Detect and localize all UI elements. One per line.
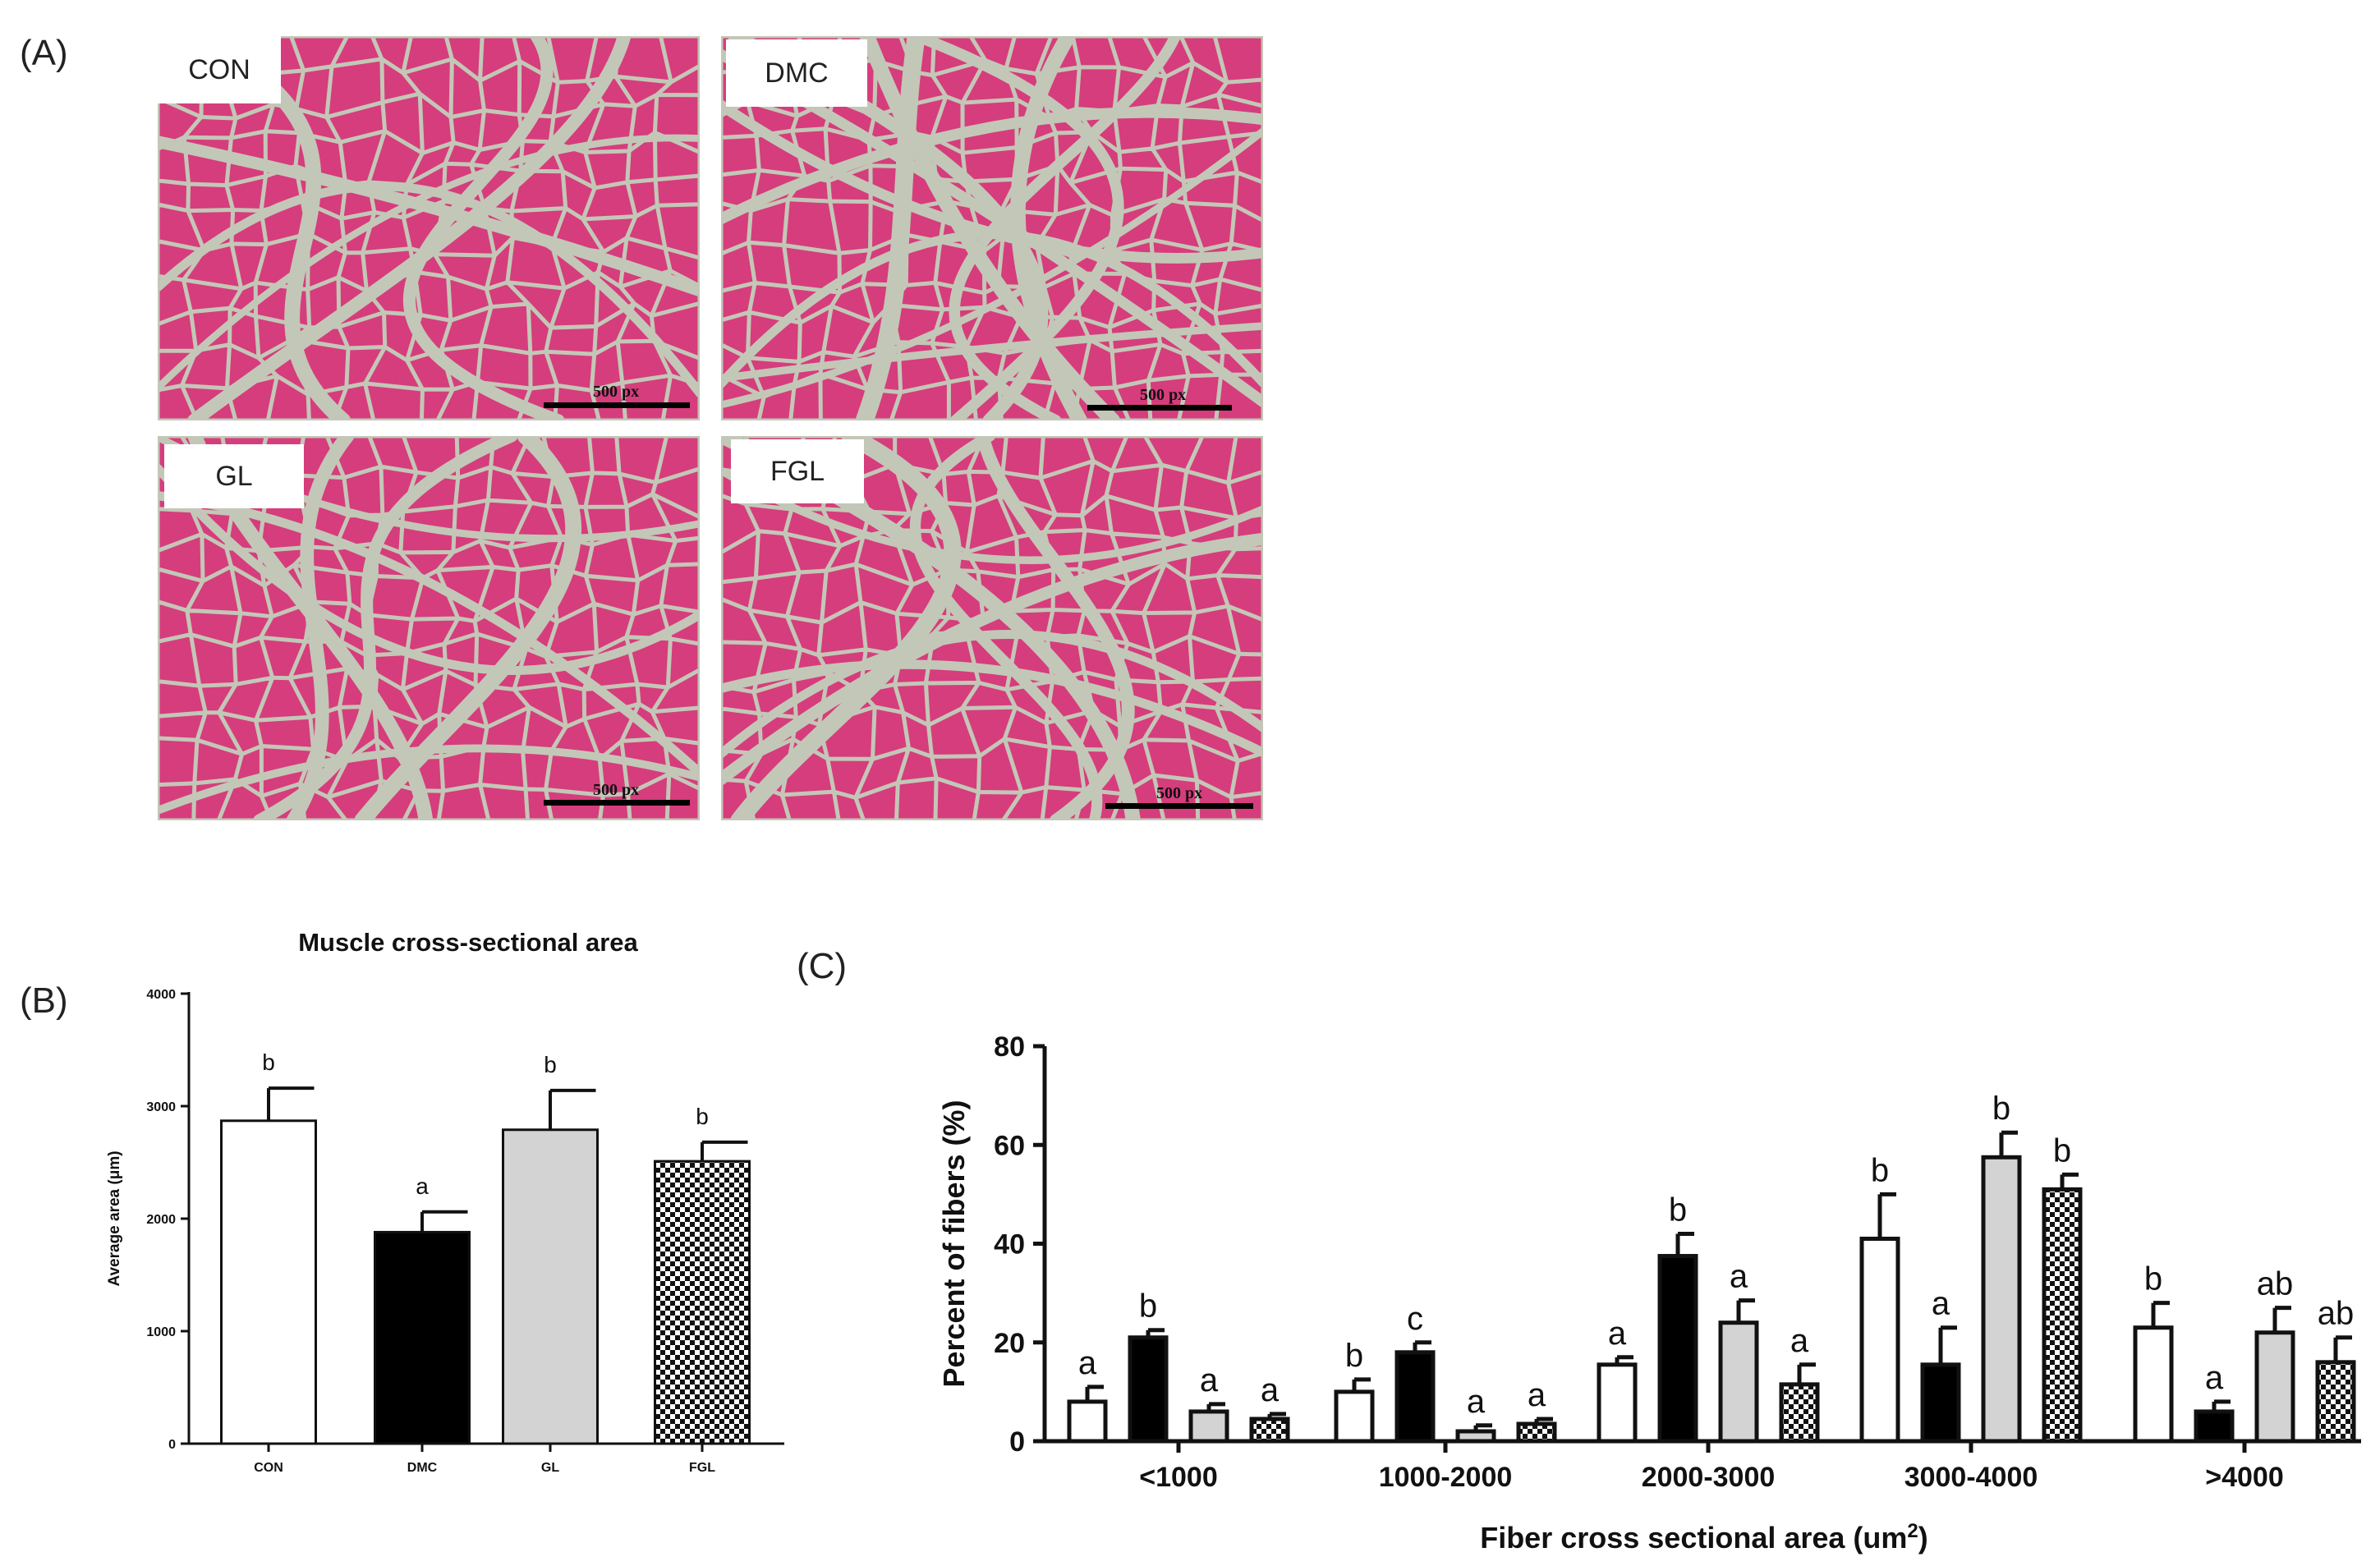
chart-b-title: Muscle cross-sectional area: [298, 928, 638, 957]
micrograph-con-scale-bar: [544, 402, 690, 408]
chart-c-x-tick-label: <1000: [1139, 1462, 1218, 1493]
micrograph-dmc-scale-bar: [1087, 405, 1232, 411]
chart-c-sig-letter: a: [1467, 1384, 1486, 1420]
chart-b-y-tick-label: 4000: [146, 988, 176, 1002]
chart-c-sig-letter: b: [2053, 1132, 2071, 1169]
chart-b-bar-dmc: [374, 1230, 471, 1445]
chart-b-x-tick-label: GL: [541, 1461, 559, 1475]
chart-c-bar: [1657, 1254, 1698, 1444]
chart-c-bar: [1249, 1417, 1290, 1444]
chart-b-y-tick-label: 2000: [146, 1213, 176, 1227]
chart-c-bar: [1394, 1350, 1436, 1444]
chart-c-bar: [2194, 1409, 2235, 1444]
micrograph-gl-scale-bar: [544, 800, 690, 806]
chart-b-x-tick-label: CON: [254, 1461, 283, 1475]
micrograph-con: CON 500 px: [158, 36, 700, 420]
chart-c-bar: [1981, 1155, 2022, 1444]
chart-c-sig-letter: a: [1790, 1323, 1809, 1359]
chart-c-bar: [1128, 1335, 1169, 1444]
micrograph-fgl-scale-text: 500 px: [1156, 784, 1203, 802]
chart-c-bar: [1597, 1362, 1638, 1444]
chart-c-sig-letter: b: [1139, 1288, 1157, 1325]
micrograph-dmc-scale-text: 500 px: [1140, 386, 1187, 404]
chart-c-x-tick-label: >4000: [2205, 1462, 2284, 1493]
chart-c-bar: [1067, 1399, 1108, 1444]
chart-c-bar: [2254, 1330, 2295, 1444]
chart-b-sig-letter: a: [416, 1173, 429, 1199]
chart-c-bar: [1188, 1409, 1229, 1444]
chart-b-x-tick-label: DMC: [407, 1461, 438, 1475]
chart-c-bar: [2315, 1360, 2356, 1444]
chart-c-y-tick-label: 60: [994, 1130, 1025, 1161]
panel-b-letter: (B): [20, 980, 68, 1021]
micrograph-fgl: FGL 500 px: [721, 436, 1263, 820]
chart-c-x-tick-label: 3000-4000: [1904, 1462, 2038, 1493]
micrograph-con-scale-text: 500 px: [593, 383, 640, 401]
chart-b-y-tick-label: 0: [168, 1438, 176, 1452]
chart-c-sig-letter: b: [1992, 1091, 2010, 1127]
chart-c-x-label: Fiber cross sectional area (um2): [1480, 1520, 1928, 1555]
micrograph-fgl-scale-bar: [1105, 803, 1253, 809]
chart-b-y-tick-label: 3000: [146, 1100, 176, 1114]
chart-c-sig-letter: a: [1528, 1377, 1546, 1413]
micrograph-gl: GL 500 px: [158, 436, 700, 820]
chart-c-sig-letter: b: [2144, 1261, 2162, 1297]
chart-c-bar: [1516, 1421, 1557, 1444]
chart-c-x-tick-label: 1000-2000: [1379, 1462, 1513, 1493]
chart-c-sig-letter: ab: [2257, 1266, 2294, 1302]
chart-c-bar: [2133, 1325, 2174, 1444]
chart-c-bar: [2042, 1187, 2083, 1444]
chart-c-bar: [1718, 1320, 1759, 1444]
chart-b-y-tick-label: 1000: [146, 1325, 176, 1339]
micrograph-dmc: DMC 500 px: [721, 36, 1263, 420]
micrograph-gl-scale-text: 500 px: [593, 781, 640, 799]
chart-b-bar-fgl: [654, 1160, 751, 1445]
chart-c-sig-letter: a: [1608, 1316, 1627, 1352]
chart-c-y-tick-label: 0: [1009, 1426, 1025, 1458]
chart-c-sig-letter: a: [1730, 1259, 1748, 1295]
panel-a-letter: (A): [20, 33, 68, 73]
panel-c-letter: (C): [797, 946, 848, 986]
chart-c-sig-letter: a: [2205, 1360, 2224, 1396]
chart-c-sig-letter: c: [1407, 1301, 1423, 1337]
micrograph-fgl-label: FGL: [731, 439, 864, 503]
micrograph-con-label: CON: [158, 36, 281, 103]
chart-c-bar: [1779, 1382, 1820, 1444]
chart-b-bar-con: [220, 1119, 317, 1445]
chart-c-y-tick-label: 40: [994, 1229, 1025, 1261]
chart-c-sig-letter: a: [1932, 1286, 1950, 1322]
chart-b-x-tick-label: FGL: [689, 1461, 715, 1475]
chart-c-sig-letter: a: [1261, 1372, 1280, 1408]
chart-c-bar: [1455, 1429, 1496, 1444]
chart-c-bar: [1859, 1236, 1900, 1444]
micrograph-con-tissue: [158, 36, 700, 420]
chart-c-y-tick-label: 20: [994, 1328, 1025, 1359]
chart-c-sig-letter: a: [1078, 1345, 1097, 1381]
chart-c-sig-letter: a: [1200, 1362, 1219, 1398]
micrograph-dmc-label: DMC: [726, 39, 867, 107]
chart-c-sig-letter: ab: [2318, 1296, 2355, 1332]
chart-c-bar: [1334, 1389, 1375, 1444]
chart-c-y-label: Percent of fibers (%): [937, 1100, 971, 1387]
chart-c-sig-letter: b: [1345, 1338, 1363, 1374]
chart-c-sig-letter: b: [1669, 1192, 1687, 1228]
micrograph-gl-label: GL: [164, 444, 304, 508]
chart-b-sig-letter: b: [544, 1052, 557, 1077]
chart-b-bar-gl: [502, 1128, 599, 1445]
chart-b-sig-letter: b: [696, 1104, 709, 1129]
chart-c-y-tick-label: 80: [994, 1031, 1025, 1063]
chart-b-y-label: Average area (μm): [106, 1150, 123, 1286]
chart-c-bar: [1920, 1362, 1961, 1444]
chart-c-sig-letter: b: [1871, 1152, 1889, 1188]
chart-b-sig-letter: b: [262, 1049, 275, 1075]
chart-c-x-tick-label: 2000-3000: [1642, 1462, 1776, 1493]
